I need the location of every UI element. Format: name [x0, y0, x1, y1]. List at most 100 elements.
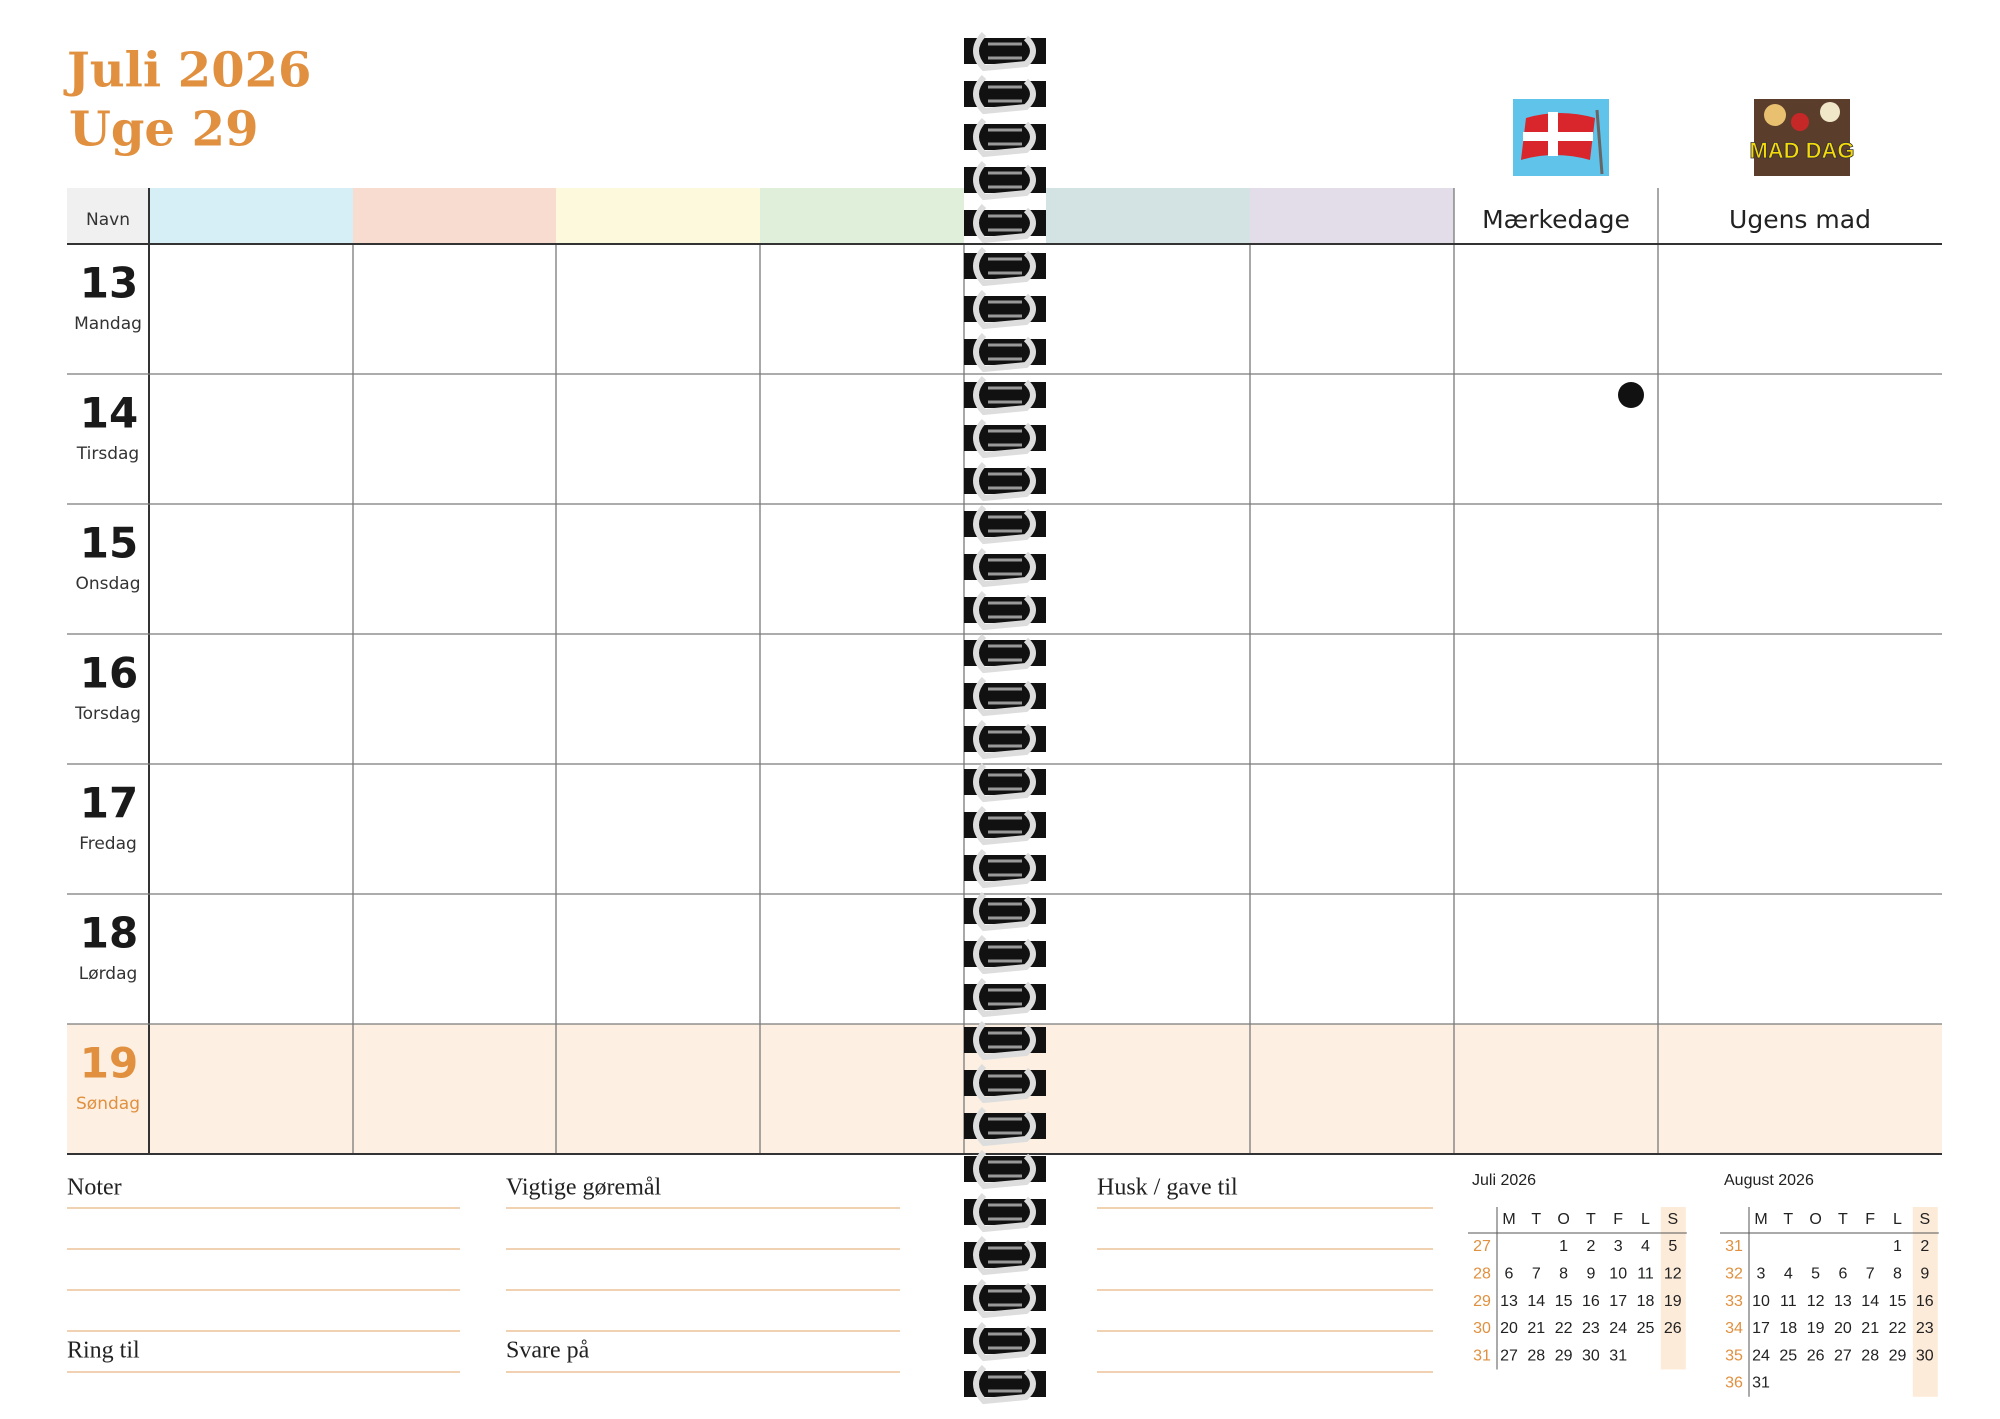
date: 12: [1664, 1266, 1682, 1283]
spiral-loop: [973, 676, 1036, 717]
weekday: F: [1865, 1211, 1875, 1228]
month-title: Juli 2026: [63, 43, 311, 99]
header-color: [1250, 188, 1454, 244]
date: 5: [1668, 1238, 1677, 1255]
day-number: 17: [80, 779, 138, 828]
spiral-loop: [973, 590, 1036, 631]
week-number: 31: [1473, 1347, 1491, 1364]
spiral-loop-shade: [988, 214, 1022, 232]
sunday-col: [1660, 1207, 1686, 1370]
date: 13: [1834, 1293, 1852, 1310]
date: 1: [1893, 1238, 1902, 1255]
date: 17: [1752, 1320, 1770, 1337]
date: 15: [1555, 1293, 1573, 1310]
spiral-loop: [973, 332, 1036, 373]
notes-label: Noter: [67, 1175, 122, 1201]
spiral-loop: [973, 934, 1036, 975]
mini-cal-title: Juli 2026: [1472, 1172, 1536, 1189]
date: 28: [1527, 1347, 1545, 1364]
notes-label: Husk / gave til: [1097, 1175, 1238, 1201]
food-icon-text: MAD DAG: [1749, 138, 1854, 163]
day-name: Torsdag: [74, 704, 141, 724]
date: 8: [1893, 1266, 1902, 1283]
spiral-loop: [973, 461, 1036, 502]
spiral-loop: [973, 977, 1036, 1018]
spiral-loop-shade: [988, 687, 1022, 705]
date: 14: [1861, 1293, 1879, 1310]
week-number: 29: [1473, 1293, 1491, 1310]
date: 2: [1586, 1238, 1595, 1255]
day-number: 14: [80, 389, 138, 438]
spiral-loop-shade: [988, 343, 1022, 361]
date: 21: [1527, 1320, 1545, 1337]
food-icon: MAD DAG: [1749, 99, 1855, 176]
weekday: S: [1667, 1211, 1678, 1228]
spiral-loop-shade: [988, 988, 1022, 1006]
date: 18: [1779, 1320, 1797, 1337]
weekday: M: [1502, 1211, 1515, 1228]
spiral-loop: [973, 160, 1036, 201]
weekday: T: [1783, 1211, 1793, 1228]
header-color: [760, 188, 964, 244]
spiral-loop-shade: [988, 171, 1022, 189]
day-name: Onsdag: [75, 574, 140, 594]
name-header-bg: [67, 188, 149, 244]
date: 20: [1834, 1320, 1852, 1337]
spiral-loop: [973, 203, 1036, 244]
date: 29: [1889, 1347, 1907, 1364]
date: 26: [1664, 1320, 1682, 1337]
spiral-loop-shade: [988, 730, 1022, 748]
spiral-loop-shade: [988, 300, 1022, 318]
date: 16: [1916, 1293, 1934, 1310]
date: 23: [1916, 1320, 1934, 1337]
week-title: Uge 29: [69, 102, 258, 158]
spiral-loop-shade: [988, 1203, 1022, 1221]
spiral-loop-shade: [988, 644, 1022, 662]
date: 19: [1807, 1320, 1825, 1337]
spiral-loop-shade: [988, 902, 1022, 920]
date: 2: [1920, 1238, 1929, 1255]
header-color: [149, 188, 353, 244]
spiral-loop: [973, 633, 1036, 674]
day-number: 16: [80, 649, 138, 698]
date: 4: [1784, 1266, 1793, 1283]
spiral-loop: [973, 547, 1036, 588]
spiral-binding: [964, 31, 1046, 1405]
date: 21: [1861, 1320, 1879, 1337]
date: 30: [1916, 1347, 1934, 1364]
spiral-loop-shade: [988, 816, 1022, 834]
weekday: T: [1838, 1211, 1848, 1228]
day-name: Mandag: [74, 314, 142, 334]
date: 27: [1500, 1347, 1518, 1364]
date: 16: [1582, 1293, 1600, 1310]
weekday: T: [1531, 1211, 1541, 1228]
date: 10: [1752, 1293, 1770, 1310]
spiral-loop-shade: [988, 515, 1022, 533]
date: 25: [1637, 1320, 1655, 1337]
date: 8: [1559, 1266, 1568, 1283]
spiral-loop: [973, 504, 1036, 545]
date: 11: [1780, 1293, 1797, 1310]
date: 24: [1752, 1347, 1770, 1364]
weekday: L: [1641, 1211, 1650, 1228]
date: 14: [1527, 1293, 1545, 1310]
spiral-loop-shade: [988, 1117, 1022, 1135]
spiral-loop: [973, 848, 1036, 889]
week-number: 34: [1725, 1320, 1743, 1337]
spiral-loop: [973, 1020, 1036, 1061]
weekday: M: [1754, 1211, 1767, 1228]
date: 29: [1555, 1347, 1573, 1364]
dot: [1618, 382, 1644, 408]
spiral-loop-shade: [988, 1332, 1022, 1350]
spiral-loop-shade: [988, 558, 1022, 576]
spiral-loop: [973, 891, 1036, 932]
spiral-loop-shade: [988, 601, 1022, 619]
day-number: 19: [80, 1039, 138, 1088]
weekday: L: [1893, 1211, 1902, 1228]
weekday: O: [1809, 1211, 1821, 1228]
spiral-loop: [973, 1106, 1036, 1147]
week-number: 28: [1473, 1266, 1491, 1283]
column-header: Mærkedage: [1482, 205, 1630, 234]
